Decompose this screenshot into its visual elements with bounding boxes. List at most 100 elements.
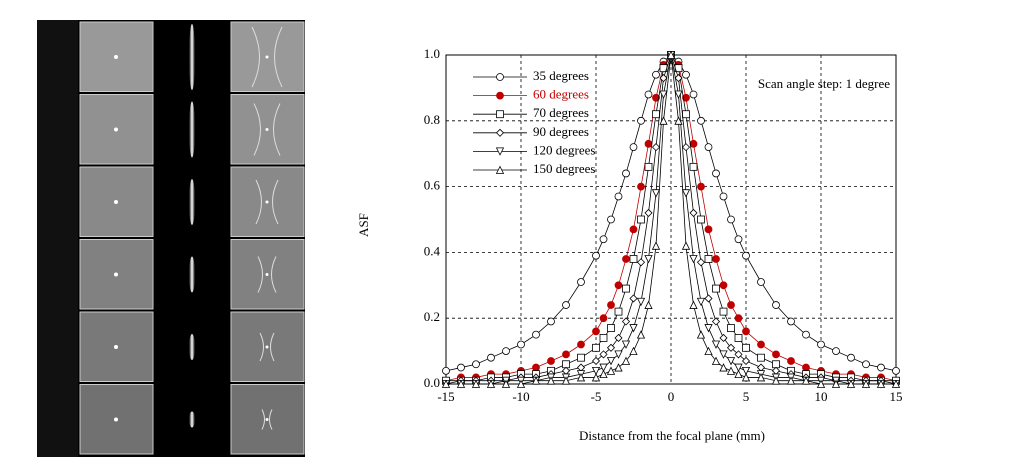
legend-marker — [495, 165, 505, 174]
marker — [674, 116, 683, 125]
marker — [614, 350, 623, 359]
marker — [561, 366, 571, 375]
marker — [704, 143, 713, 152]
marker — [756, 373, 766, 382]
marker — [456, 379, 466, 388]
marker — [726, 366, 736, 375]
marker — [577, 340, 585, 349]
marker — [697, 116, 705, 125]
marker — [734, 350, 743, 359]
marker — [517, 340, 525, 349]
thumb-streak — [189, 334, 195, 360]
marker — [591, 366, 601, 376]
marker — [562, 360, 570, 369]
marker — [561, 376, 571, 385]
annotation: Scan angle step: 1 degree — [758, 76, 890, 91]
marker — [681, 189, 691, 198]
marker — [817, 340, 825, 349]
marker — [644, 139, 653, 148]
marker — [742, 343, 750, 352]
marker — [704, 255, 713, 263]
marker — [614, 192, 623, 201]
thumb-dot — [114, 55, 118, 59]
image-thumbnails — [79, 21, 305, 455]
marker — [696, 258, 706, 267]
marker — [629, 225, 638, 234]
marker — [644, 208, 653, 217]
marker — [719, 192, 728, 201]
y-tick-label: 1.0 — [424, 46, 440, 61]
marker — [742, 327, 750, 336]
y-tick-label: 0.2 — [424, 309, 440, 324]
marker — [651, 143, 661, 152]
thumb-streak — [189, 24, 195, 90]
legend-label: 90 degrees — [533, 124, 589, 139]
marker — [547, 317, 555, 326]
y-axis-label: ASF — [356, 213, 371, 237]
marker — [629, 294, 638, 303]
marker — [659, 90, 668, 99]
thumb-dot — [114, 345, 118, 349]
marker — [532, 330, 540, 339]
thumb-dot — [114, 200, 118, 204]
legend-label: 35 degrees — [533, 68, 589, 83]
marker — [487, 353, 495, 362]
marker — [719, 350, 728, 359]
marker — [892, 366, 900, 375]
marker — [441, 379, 451, 388]
x-tick-label: 0 — [668, 389, 675, 404]
marker — [757, 353, 765, 362]
x-axis-label: Distance from the focal plane (mm) — [579, 428, 765, 443]
marker — [704, 294, 713, 303]
legend-marker — [496, 110, 504, 119]
thumb-dot — [114, 417, 118, 422]
marker — [696, 297, 706, 307]
marker — [689, 208, 698, 217]
marker — [599, 369, 608, 379]
marker — [651, 241, 661, 250]
marker — [622, 169, 630, 178]
thumb-streak — [189, 411, 195, 428]
marker — [802, 330, 810, 339]
marker — [734, 369, 743, 379]
marker — [532, 363, 540, 372]
marker — [486, 379, 496, 388]
y-tick-label: 0.6 — [424, 178, 441, 193]
marker — [772, 350, 780, 359]
marker — [727, 215, 735, 224]
marker — [637, 215, 645, 224]
legend-label: 150 degrees — [533, 161, 595, 176]
x-tick-label: -5 — [591, 389, 602, 404]
marker — [471, 379, 481, 388]
marker — [704, 346, 713, 355]
marker — [704, 225, 713, 234]
marker — [704, 324, 713, 333]
marker — [614, 363, 623, 372]
marker — [741, 356, 751, 366]
thumb-x-lines — [253, 103, 281, 156]
marker — [644, 90, 653, 99]
marker — [861, 379, 871, 388]
marker — [576, 363, 586, 372]
marker — [712, 284, 720, 293]
marker — [666, 50, 676, 59]
marker — [599, 350, 608, 359]
marker — [606, 366, 616, 375]
marker — [636, 297, 646, 307]
thumb-dot — [265, 200, 269, 204]
marker — [644, 162, 653, 171]
marker — [651, 189, 661, 198]
marker — [457, 363, 465, 372]
thumb-x-lines — [251, 26, 283, 88]
marker — [614, 333, 623, 343]
marker — [711, 356, 721, 365]
marker — [592, 327, 600, 336]
thumb-x-lines — [261, 409, 273, 430]
marker — [659, 73, 668, 83]
marker — [606, 357, 616, 366]
marker — [599, 235, 608, 244]
marker — [757, 340, 765, 349]
marker — [577, 278, 585, 286]
marker — [599, 314, 608, 323]
